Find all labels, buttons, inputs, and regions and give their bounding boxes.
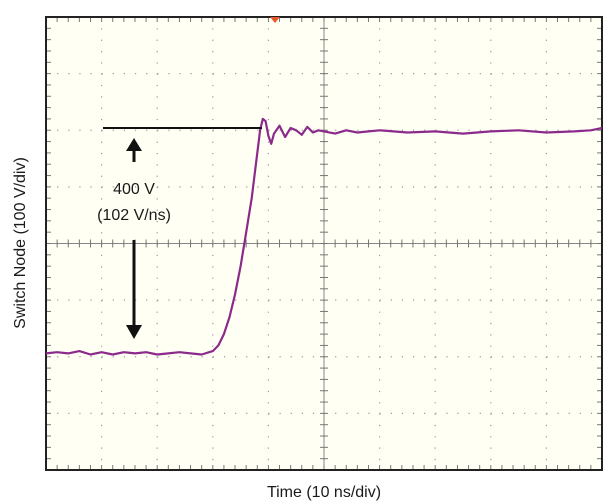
y-axis-label: Switch Node (100 V/div) [12,157,29,329]
x-axis-label: Time (10 ns/div) [267,484,381,501]
arrow-down-icon [126,325,142,339]
annotation-voltage: 400 V [113,181,155,198]
plot-frame [45,16,603,471]
annotation-slew-rate: (102 V/ns) [97,207,171,224]
trigger-marker-icon [270,17,280,23]
arrow-up-icon [126,138,142,151]
switch-node-waveform [45,117,603,356]
